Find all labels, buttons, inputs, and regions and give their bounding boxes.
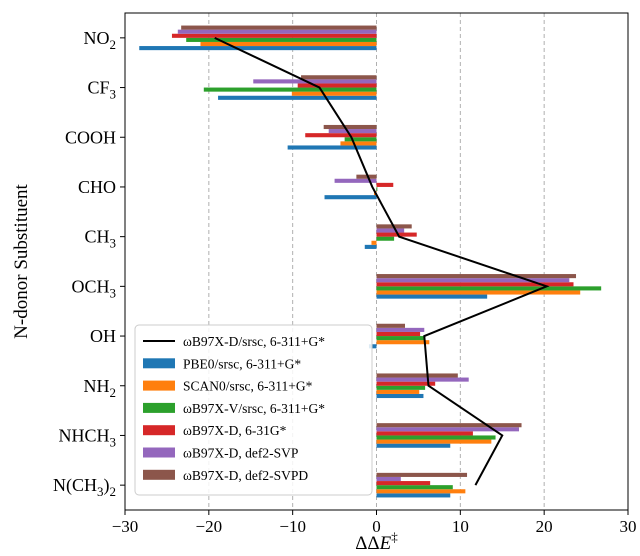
bar xyxy=(376,485,453,490)
bar-marks xyxy=(139,25,602,498)
legend-label: ωB97X-D, def2-SVPD xyxy=(183,468,308,483)
bar xyxy=(368,344,377,349)
bar xyxy=(376,327,425,332)
y-axis: NO2 CF3 COOH CHO CH3 OCH3 OH NH2 NHCH3 N(CH3)2 xyxy=(53,28,125,499)
legend-label: SCAN0/srsc, 6-311+G* xyxy=(183,379,313,394)
bar xyxy=(139,46,377,51)
bar xyxy=(376,282,574,287)
bar xyxy=(376,236,395,241)
y-axis-label: N-donor Substituent xyxy=(11,183,32,338)
legend-swatch xyxy=(143,358,175,369)
bar xyxy=(334,178,377,183)
bar xyxy=(186,37,377,42)
line-series xyxy=(214,36,550,486)
category-label: NO2 xyxy=(84,28,117,52)
bar xyxy=(376,431,473,436)
bar xyxy=(376,481,431,486)
bar xyxy=(376,443,451,448)
legend-label: ωB97X-D/srsc, 6-311+G* xyxy=(183,334,325,349)
bar xyxy=(376,377,469,382)
bar xyxy=(376,385,426,390)
bar xyxy=(376,381,436,386)
x-axis-label: ΔΔE‡ xyxy=(355,529,398,554)
bar xyxy=(376,472,468,477)
bar xyxy=(376,439,492,444)
bar xyxy=(364,244,377,249)
legend-label: ωB97X-V/srsc, 6-311+G* xyxy=(183,401,325,416)
category-label: OH xyxy=(90,326,116,346)
bar xyxy=(287,145,377,150)
legend-label: PBE0/srsc, 6-311+G* xyxy=(183,356,301,371)
bar xyxy=(376,493,451,498)
bar xyxy=(344,137,377,142)
bar xyxy=(376,435,496,440)
bar xyxy=(376,389,420,394)
bar xyxy=(323,124,377,130)
legend-swatch xyxy=(143,425,175,436)
bar xyxy=(253,79,377,84)
bar xyxy=(376,274,577,279)
category-label: N(CH3)2 xyxy=(53,475,116,499)
category-label: NH2 xyxy=(84,376,117,400)
bar xyxy=(301,75,377,80)
bar xyxy=(181,25,377,30)
legend-label: ωB97X-D, def2-SVP xyxy=(183,446,298,461)
legend-label: ωB97X-D, 6-31G* xyxy=(183,423,287,438)
bar xyxy=(376,423,522,428)
bar xyxy=(376,290,581,295)
bar xyxy=(376,489,466,494)
bar xyxy=(340,141,377,146)
bar xyxy=(305,133,377,138)
line-series-path xyxy=(214,36,550,486)
bar xyxy=(376,278,570,283)
x-tick-label: −10 xyxy=(279,517,306,536)
bar xyxy=(376,476,401,482)
bar xyxy=(371,240,377,245)
bar xyxy=(328,129,377,134)
category-label: CH3 xyxy=(84,227,116,251)
bar xyxy=(376,340,430,345)
bar xyxy=(376,323,406,328)
legend-swatch xyxy=(143,402,175,413)
bar xyxy=(376,286,602,291)
category-label: CHO xyxy=(78,177,116,197)
bar xyxy=(376,427,520,432)
bar xyxy=(171,33,377,38)
category-label: OCH3 xyxy=(71,276,116,300)
bar xyxy=(376,182,394,187)
bar xyxy=(356,174,377,179)
bar xyxy=(376,336,426,341)
category-label: NHCH3 xyxy=(58,425,116,449)
x-tick-label: 10 xyxy=(452,517,469,536)
bar xyxy=(376,228,405,233)
legend-swatch xyxy=(143,380,175,391)
bar xyxy=(376,373,458,378)
bar xyxy=(376,232,417,237)
category-label: COOH xyxy=(65,127,116,147)
x-tick-label: 30 xyxy=(620,517,637,536)
bar xyxy=(376,294,488,299)
x-axis: −30 −20 −10 0 10 20 30 xyxy=(112,510,637,536)
legend-swatch xyxy=(143,447,175,458)
x-tick-label: −30 xyxy=(112,517,139,536)
bar xyxy=(376,393,424,399)
bar xyxy=(291,91,377,96)
bar xyxy=(177,29,377,34)
legend-box xyxy=(134,324,373,496)
x-tick-label: 20 xyxy=(536,517,553,536)
bar xyxy=(218,95,377,100)
bar xyxy=(376,186,378,192)
x-tick-label: 0 xyxy=(372,517,381,536)
bar xyxy=(376,331,421,337)
legend-swatch xyxy=(143,469,175,480)
x-tick-label: −20 xyxy=(196,517,223,536)
bar xyxy=(324,195,377,200)
bar xyxy=(203,87,377,92)
legend: ωB97X-D/srsc, 6-311+G* PBE0/srsc, 6-311+G… xyxy=(134,324,373,496)
category-label: CF3 xyxy=(87,78,116,102)
bar xyxy=(200,41,377,47)
bar xyxy=(297,83,377,88)
